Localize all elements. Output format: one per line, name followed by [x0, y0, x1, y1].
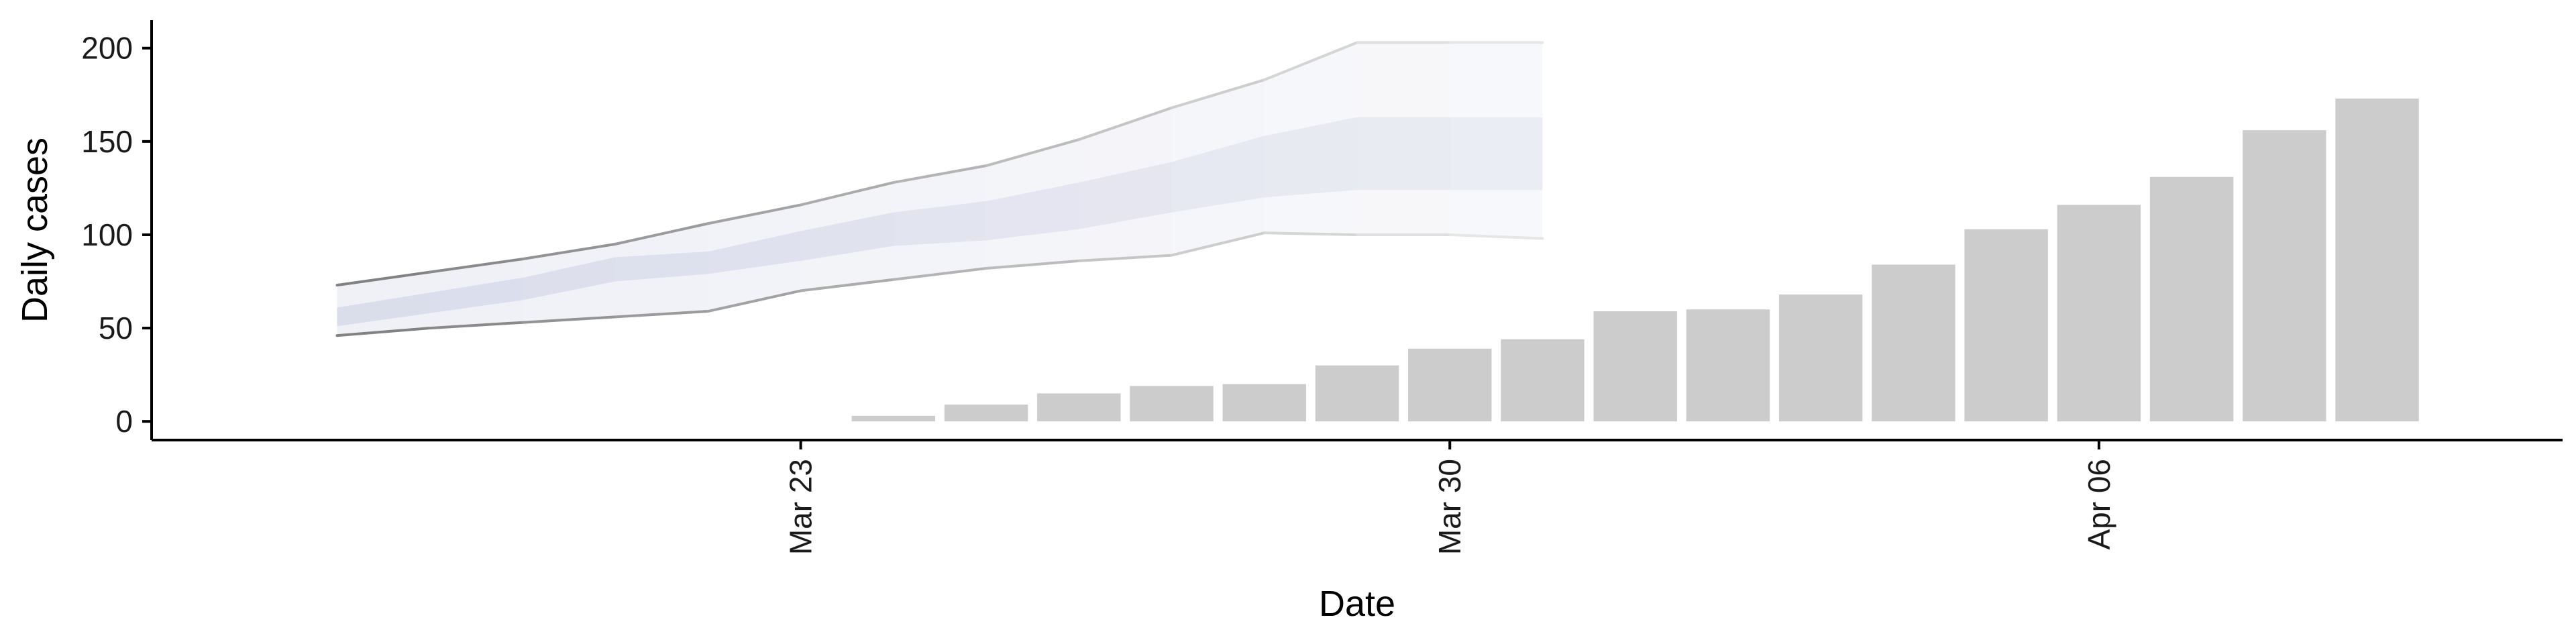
- forecast-layer: [335, 41, 1544, 337]
- forecast-upper-line: [1077, 106, 1173, 142]
- forecast-outer-band: [522, 244, 616, 323]
- forecast-upper-line: [799, 181, 895, 207]
- bar: [1872, 264, 1955, 422]
- forecast-lower-line: [706, 289, 802, 313]
- forecast-lower-line: [521, 315, 617, 324]
- forecast-outer-band: [1450, 42, 1543, 239]
- forecast-upper-line: [706, 203, 802, 225]
- forecast-inner-band: [337, 292, 430, 327]
- bar: [1408, 348, 1492, 422]
- forecast-lower-line: [985, 259, 1081, 270]
- x-axis-title: Date: [1319, 584, 1395, 624]
- forecast-inner-band: [522, 257, 616, 301]
- forecast-upper-line: [521, 242, 617, 261]
- y-tick-label: 200: [81, 31, 133, 66]
- bar: [2149, 176, 2234, 422]
- forecast-lower-line: [892, 267, 988, 281]
- forecast-outer-band: [1079, 107, 1172, 261]
- y-axis-ticks: 0 50 100 150 200: [81, 31, 152, 439]
- forecast-outer-band: [429, 259, 523, 329]
- bar: [1964, 229, 2048, 422]
- forecast-lower-line: [335, 327, 431, 337]
- forecast-upper-line: [614, 222, 710, 246]
- forecast-inner-band: [986, 182, 1079, 241]
- bar: [1315, 365, 1399, 422]
- x-axis-ticks: Mar 23 Mar 30 Apr 06: [784, 440, 2116, 555]
- forecast-upper-line: [892, 164, 988, 184]
- x-tick-label: Mar 30: [1432, 459, 1467, 555]
- bar: [1222, 384, 1306, 422]
- y-tick-label: 100: [81, 217, 133, 252]
- bar: [851, 415, 936, 422]
- forecast-inner-band: [1079, 162, 1172, 229]
- forecast-upper-line: [1263, 41, 1358, 82]
- forecast-inner-band: [893, 201, 987, 246]
- forecast-lower-line: [428, 321, 524, 330]
- forecast-lower-line: [1170, 231, 1266, 257]
- bar: [1037, 393, 1121, 422]
- forecast-inner-band: [1357, 117, 1450, 191]
- forecast-lower-line: [1077, 254, 1173, 262]
- forecast-outer-band: [986, 140, 1079, 269]
- forecast-lower-line: [799, 278, 895, 292]
- forecast-inner-band: [800, 212, 894, 261]
- bar: [1593, 311, 1677, 422]
- forecast-inner-band: [429, 277, 523, 313]
- forecast-outer-band: [800, 182, 894, 291]
- forecast-upper-line: [1170, 78, 1266, 109]
- forecast-inner-band: [1264, 117, 1357, 198]
- bar: [944, 405, 1028, 422]
- forecast-outer-band: [1357, 42, 1450, 235]
- forecast-inner-band: [1450, 117, 1543, 191]
- y-tick-label: 50: [99, 311, 133, 345]
- bar: [2057, 205, 2141, 422]
- bars-layer: [851, 98, 2419, 422]
- y-tick-label: 150: [81, 124, 133, 159]
- bar: [1686, 309, 1770, 422]
- forecast-inner-band: [1171, 136, 1265, 213]
- forecast-lower-line: [1263, 231, 1358, 236]
- x-tick-label: Apr 06: [2082, 459, 2116, 550]
- forecast-inner-band: [708, 231, 801, 274]
- forecast-outer-band: [337, 272, 430, 336]
- bar: [1130, 386, 1214, 422]
- forecast-outer-band: [708, 205, 801, 312]
- bar: [1778, 294, 1863, 422]
- forecast-outer-band: [1171, 80, 1265, 256]
- forecast-upper-line: [985, 138, 1081, 168]
- bar: [1501, 339, 1585, 422]
- forecast-upper-line: [428, 258, 524, 274]
- y-axis-title: Daily cases: [15, 138, 55, 323]
- forecast-lower-line: [614, 310, 710, 319]
- forecast-outer-band: [893, 166, 987, 280]
- forecast-inner-band: [615, 251, 708, 282]
- forecast-lower-line: [1448, 233, 1544, 240]
- bar: [2243, 130, 2326, 422]
- forecast-outer-band: [1264, 42, 1357, 235]
- bar: [2335, 98, 2419, 422]
- forecast-upper-line: [335, 270, 431, 287]
- x-tick-label: Mar 23: [784, 459, 818, 555]
- y-tick-label: 0: [115, 404, 133, 439]
- forecast-outer-band: [615, 223, 708, 317]
